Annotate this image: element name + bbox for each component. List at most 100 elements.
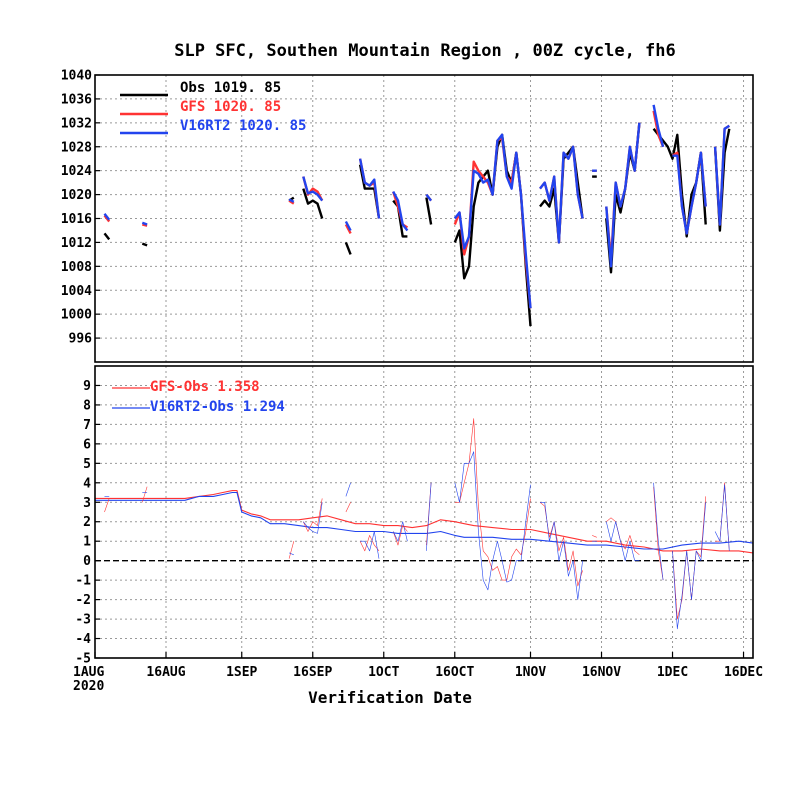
y-tick-label: 0 xyxy=(83,554,91,569)
x-tick-label: 1DEC xyxy=(657,665,688,680)
y-tick-label: 1016 xyxy=(61,212,92,227)
x-tick-label: 1SEP xyxy=(226,665,257,680)
x-tick-sublabel: 2020 xyxy=(73,679,104,694)
y-tick-label: 1032 xyxy=(61,116,92,131)
legend-entry: Obs 1019. 85 xyxy=(180,80,281,96)
x-axis-label: Verification Date xyxy=(308,688,472,707)
series-line-v16_diff xyxy=(392,521,408,542)
series-line-v16 xyxy=(713,124,730,226)
top-panel-y-axis: 996 1000 1004 1008 1012 1016 1020 1024 1028 1032 1… xyxy=(61,69,100,347)
series-line-gfs_diff xyxy=(454,418,531,581)
x-tick-label: 1NOV xyxy=(515,665,546,680)
y-tick-label: -2 xyxy=(75,593,91,608)
y-tick-label: 996 xyxy=(69,332,93,347)
y-tick-label: 1 xyxy=(83,535,91,550)
series-line-v16 xyxy=(605,122,641,268)
x-tick-label: 16SEP xyxy=(293,665,332,680)
series-line-gfs_diff xyxy=(591,535,597,538)
series-line-gfs xyxy=(344,223,352,234)
series-line-obs xyxy=(344,241,352,255)
y-tick-label: 8 xyxy=(83,398,91,413)
series-line-obs xyxy=(302,188,324,219)
series-line-v16 xyxy=(652,104,665,148)
y-tick-label: 1024 xyxy=(61,164,92,179)
bottom-panel-legend: GFS-Obs 1.358 V16RT2-Obs 1.294 xyxy=(112,379,285,415)
y-tick-label: 1040 xyxy=(61,69,92,84)
series-line-v16_diff xyxy=(360,531,380,559)
series-line-v16 xyxy=(392,191,409,232)
y-tick-label: -3 xyxy=(75,613,91,628)
series-line-v16 xyxy=(302,176,324,202)
bottom-panel-y-axis: -5 -4 -3 -2 -1 0 1 2 3 4 5 6 7 8 9 xyxy=(75,379,100,667)
bottom-panel-series xyxy=(95,418,754,630)
series-line-v16 xyxy=(141,221,148,226)
series-line-v16 xyxy=(672,151,707,235)
y-tick-label: -4 xyxy=(75,632,91,647)
y-tick-label: -5 xyxy=(75,652,91,667)
y-tick-label: 1008 xyxy=(61,260,92,275)
legend-entry: V16RT2 1020. 85 xyxy=(180,118,306,134)
chart-title: SLP SFC, Southen Mountain Region , 00Z c… xyxy=(174,41,676,61)
top-panel-legend: Obs 1019. 85 GFS 1020. 85 V16RT2 1020. 85 xyxy=(120,80,306,135)
legend-entry: V16RT2-Obs 1.294 xyxy=(150,399,285,415)
series-line-gfs_diff xyxy=(653,486,664,581)
series-line-v16 xyxy=(288,198,295,203)
x-tick-label: 16OCT xyxy=(435,665,474,680)
y-tick-label: 1036 xyxy=(61,92,92,107)
series-line-gfs_diff xyxy=(104,498,110,513)
y-tick-label: 1004 xyxy=(61,284,92,299)
series-line-gfs_cum xyxy=(95,490,754,554)
series-line-obs xyxy=(392,199,408,238)
series-line-gfs_diff xyxy=(345,502,351,513)
y-tick-label: 7 xyxy=(83,418,91,433)
series-line-obs xyxy=(425,197,433,225)
series-line-obs xyxy=(141,242,148,247)
legend-entry: GFS-Obs 1.358 xyxy=(150,379,260,395)
series-line-gfs_diff xyxy=(288,541,295,559)
series-line-v16 xyxy=(453,133,532,309)
series-line-obs xyxy=(103,232,111,241)
series-line-v16_diff xyxy=(288,552,294,556)
legend-entry: GFS 1020. 85 xyxy=(180,99,281,115)
top-panel: 996 1000 1004 1008 1012 1016 1020 1024 1028 1032 1… xyxy=(61,69,754,363)
y-tick-label: 6 xyxy=(83,437,91,452)
x-tick-label: 16AUG xyxy=(146,665,185,680)
series-line-v16_diff xyxy=(454,451,531,591)
x-tick-label: 1OCT xyxy=(368,665,399,680)
x-tick-label: 16NOV xyxy=(582,665,621,680)
series-line-gfs_diff xyxy=(142,486,148,503)
series-line-v16_diff xyxy=(606,521,640,561)
series-line-v16_diff xyxy=(540,502,583,600)
series-line-v16_diff xyxy=(672,502,706,630)
series-line-v16 xyxy=(358,158,381,219)
y-tick-label: 5 xyxy=(83,457,91,472)
series-line-v16_diff xyxy=(345,482,351,497)
series-line-v16 xyxy=(103,212,111,221)
series-line-v16 xyxy=(539,145,584,244)
y-tick-label: 2 xyxy=(83,515,91,530)
series-line-gfs_diff xyxy=(359,535,380,552)
y-tick-label: -1 xyxy=(75,574,91,589)
series-line-gfs_diff xyxy=(392,525,408,546)
series-line-gfs_diff xyxy=(303,498,323,532)
series-line-gfs_diff xyxy=(606,517,640,556)
y-tick-label: 1012 xyxy=(61,236,92,251)
series-line-v16_cum xyxy=(95,491,754,550)
y-tick-label: 9 xyxy=(83,379,91,394)
top-panel-series xyxy=(103,104,731,327)
x-tick-label: 1AUG xyxy=(73,665,104,680)
y-tick-label: 3 xyxy=(83,496,91,511)
y-tick-label: 1020 xyxy=(61,188,92,203)
series-line-gfs xyxy=(142,223,148,227)
series-line-v16 xyxy=(425,193,433,202)
series-line-v16_diff xyxy=(303,502,323,534)
series-line-v16_diff xyxy=(426,482,432,551)
series-line-v16_diff xyxy=(653,482,664,581)
y-tick-label: 4 xyxy=(83,476,91,491)
x-tick-label: 16DEC xyxy=(724,665,763,680)
y-tick-label: 1028 xyxy=(61,140,92,155)
series-line-v16_diff xyxy=(714,484,730,551)
